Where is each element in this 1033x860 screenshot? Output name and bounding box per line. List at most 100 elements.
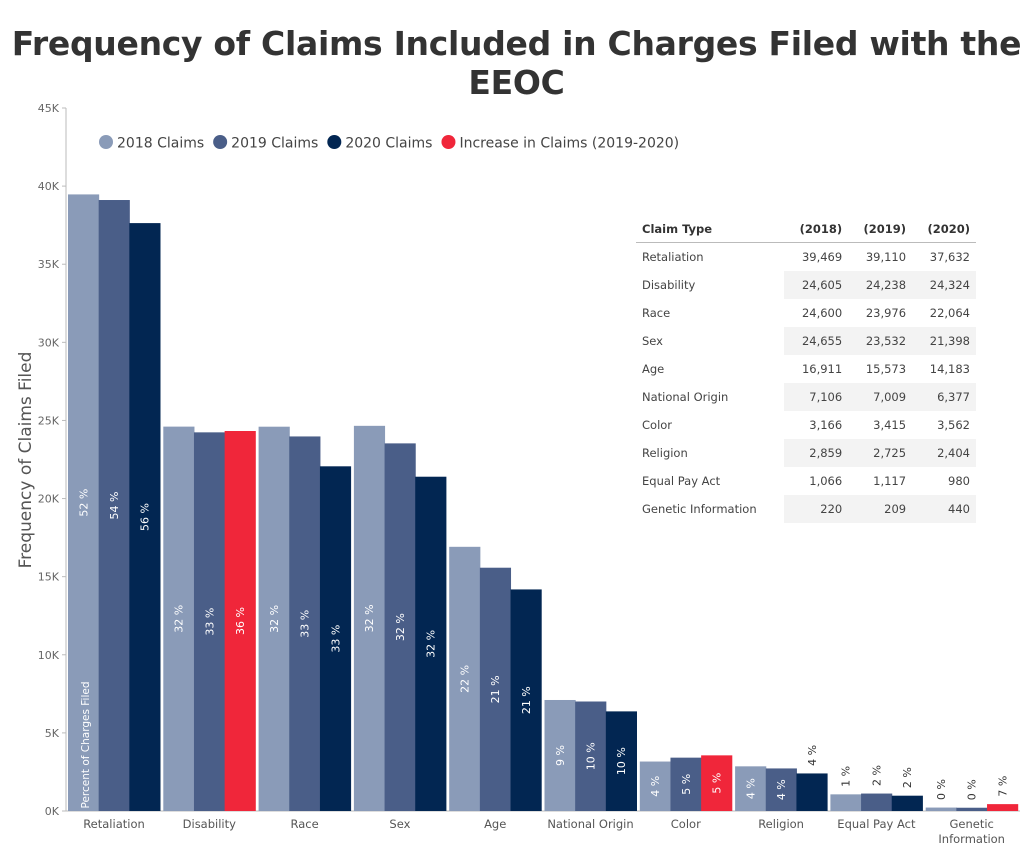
bar-2018-claims <box>353 425 386 811</box>
table-header-cell: (2018) <box>784 215 849 243</box>
table-cell: 3,415 <box>873 418 907 432</box>
bar-2019-claims <box>289 436 321 811</box>
bar-2019-claims <box>670 757 702 811</box>
bar-percent-label: 4 % <box>806 745 819 766</box>
table-cell: 440 <box>912 495 976 523</box>
table-cell: 14,183 <box>929 362 970 376</box>
table-row: Race 24,600 23,976 22,064 <box>636 299 976 327</box>
table-cell: 2,859 <box>784 439 849 467</box>
table-row: Retaliation 39,469 39,110 37,632 <box>636 243 976 272</box>
table-cell: 980 <box>948 474 970 488</box>
bar-2018-claims <box>735 766 767 811</box>
table-row: Disability 24,605 24,238 24,324 <box>636 271 976 299</box>
table-row: Color 3,166 3,415 3,562 <box>636 411 976 439</box>
bar-percent-label: 21 % <box>520 686 533 714</box>
table-row: Equal Pay Act 1,066 1,117 980 <box>636 467 976 495</box>
y-tick-label: 40K <box>38 180 60 193</box>
table-cell: Disability <box>642 278 696 292</box>
x-tick-label: Genetic <box>950 817 994 831</box>
bar-label-note: Percent of Charges Filed <box>80 681 92 808</box>
table-cell: Religion <box>642 446 688 460</box>
y-tick-label: 30K <box>38 336 60 349</box>
bar-2020-claims <box>415 476 447 811</box>
table-cell: 24,324 <box>912 271 976 299</box>
bar-2019-claims <box>384 443 416 811</box>
table-cell: 16,911 <box>801 362 843 376</box>
x-tick-label: Information <box>938 832 1005 846</box>
table-cell: 3,166 <box>809 418 843 432</box>
table-header-cell: (2019) <box>848 215 913 243</box>
x-tick-label: Retaliation <box>83 817 145 831</box>
legend-marker <box>441 135 456 149</box>
bar-2018-claims <box>68 194 100 812</box>
y-tick-label: 25K <box>38 414 60 427</box>
table-cell: 23,976 <box>865 306 907 320</box>
bar-percent-label: 32 % <box>363 604 376 632</box>
table-cell: 24,238 <box>848 271 913 299</box>
bar-2018-claims <box>449 546 481 811</box>
bar-percent-label: 10 % <box>585 742 598 770</box>
bar-percent-label: 32 % <box>425 630 438 658</box>
table-cell: Sex <box>642 334 663 348</box>
legend-marker <box>99 135 113 149</box>
legend-label: 2020 Claims <box>345 136 432 152</box>
table-cell: Genetic Information <box>642 502 757 516</box>
bar-2018-claims <box>258 426 290 811</box>
bar-2019-claims <box>956 807 988 811</box>
bar-2019-claims <box>479 567 512 811</box>
table-row: Religion 2,859 2,725 2,404 <box>636 439 976 467</box>
table-cell: 24,605 <box>784 271 849 299</box>
x-tick-label: Sex <box>389 817 410 831</box>
y-axis-title: Frequency of Claims Filed <box>16 352 36 569</box>
table-cell: National Origin <box>642 390 729 404</box>
bar-2018-claims <box>163 426 195 811</box>
legend-marker <box>327 135 342 149</box>
x-tick-label: Religion <box>758 817 804 831</box>
y-tick-label: 45K <box>38 102 60 115</box>
bar-percent-label: 21 % <box>489 675 502 703</box>
x-tick-label: Age <box>484 817 506 831</box>
bar-2018-claims <box>925 807 957 811</box>
table-cell: 24,600 <box>801 306 843 320</box>
bar-percent-label: 32 % <box>268 605 281 633</box>
bar-percent-label: 33 % <box>203 608 216 636</box>
bar-percent-label: 4 % <box>775 779 788 800</box>
bar-2020-claims <box>129 223 161 811</box>
table-cell: 220 <box>784 495 849 523</box>
table-cell: Age <box>642 362 665 376</box>
bar-percent-label: 1 % <box>840 766 853 787</box>
chart-title: Frequency of Claims Included in Charges … <box>11 24 1022 102</box>
table-cell: 1,117 <box>873 474 907 488</box>
table-cell: Retaliation <box>642 250 704 264</box>
bar-2020-claims <box>510 589 542 811</box>
table-cell: 24,655 <box>784 327 849 355</box>
table-cell: 6,377 <box>912 383 976 411</box>
legend-label: 2018 Claims <box>117 136 204 152</box>
bar-percent-label: 2 % <box>901 767 914 788</box>
table-header-cell: (2020) <box>912 215 976 243</box>
bar-percent-label: 56 % <box>139 503 152 531</box>
x-tick-label: National Origin <box>547 817 633 831</box>
bar-2018-claims <box>639 761 671 811</box>
x-tick-label: Disability <box>183 817 236 831</box>
y-tick-label: 0K <box>45 805 60 818</box>
bar-percent-label: 32 % <box>173 605 186 633</box>
table-cell: 15,573 <box>865 362 907 376</box>
bar-2019-claims <box>861 793 893 811</box>
table-cell: 3,562 <box>937 418 970 432</box>
table-row: Sex 24,655 23,532 21,398 <box>636 327 976 355</box>
bar-2019-claims <box>575 701 607 811</box>
bar-percent-label: 5 % <box>680 774 693 795</box>
bar-percent-label: 4 % <box>744 778 757 799</box>
bar-2020-claims <box>701 755 733 811</box>
bar-percent-label: 22 % <box>459 665 472 693</box>
table-row: Age 16,911 15,573 14,183 <box>636 355 976 383</box>
table-cell: Equal Pay Act <box>642 474 721 488</box>
bar-2020-claims <box>987 804 1019 811</box>
y-tick-label: 20K <box>38 493 60 506</box>
bar-percent-label: 0 % <box>935 779 948 800</box>
table-cell: 39,110 <box>865 250 907 264</box>
x-tick-label: Equal Pay Act <box>837 817 916 831</box>
